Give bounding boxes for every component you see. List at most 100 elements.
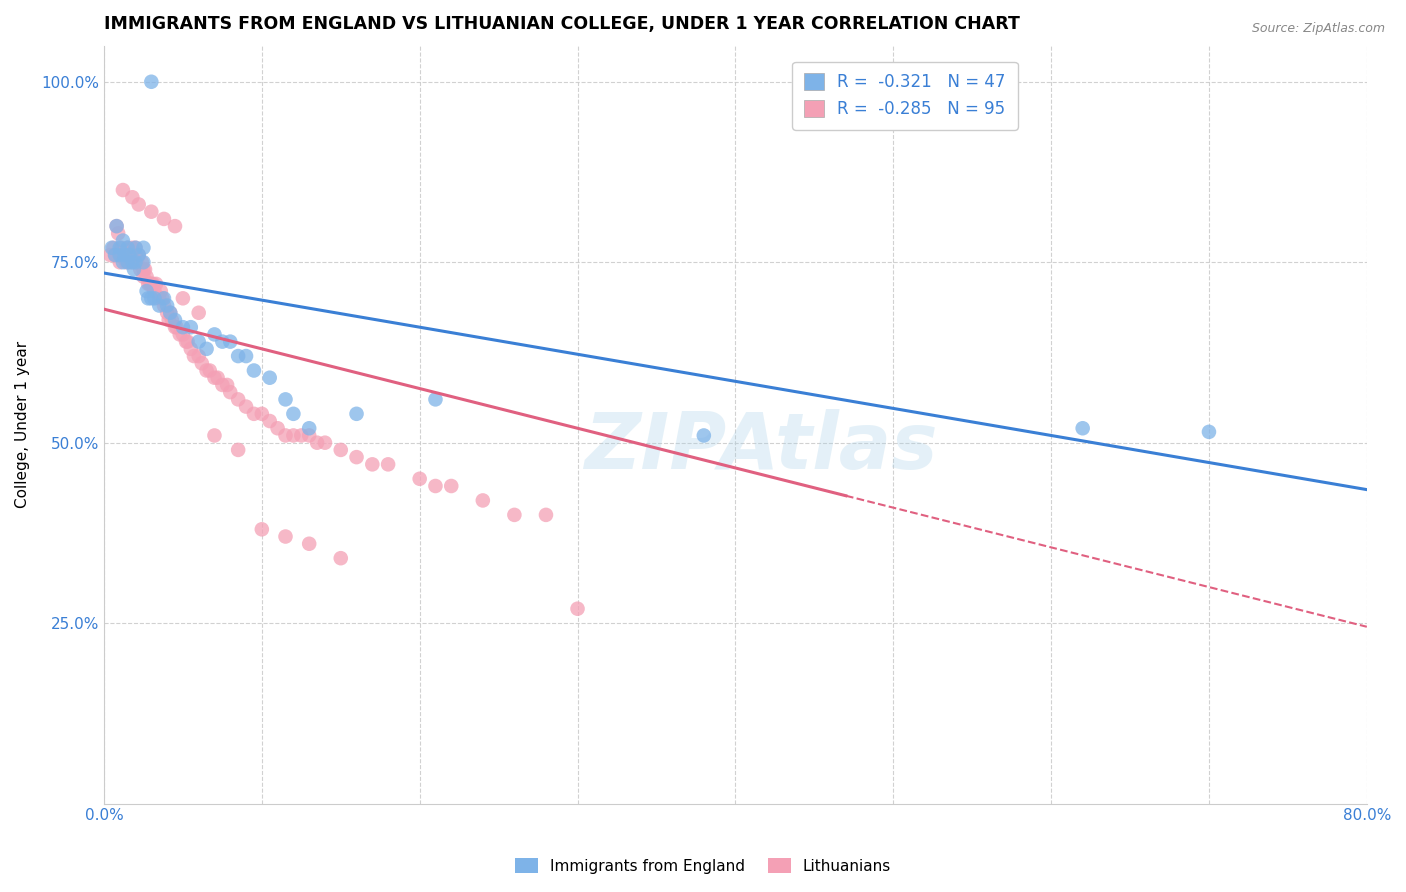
Point xyxy=(124,241,146,255)
Point xyxy=(104,248,127,262)
Point xyxy=(142,277,165,291)
Point xyxy=(121,255,143,269)
Point xyxy=(187,306,209,320)
Point xyxy=(235,349,257,363)
Point xyxy=(180,342,202,356)
Point xyxy=(180,320,202,334)
Point xyxy=(298,421,321,435)
Point xyxy=(307,435,329,450)
Point xyxy=(198,363,221,377)
Point xyxy=(298,428,321,442)
Point xyxy=(235,400,257,414)
Point xyxy=(145,277,167,291)
Point xyxy=(169,327,191,342)
Point xyxy=(266,421,288,435)
Point xyxy=(187,349,209,363)
Point xyxy=(148,291,170,305)
Point xyxy=(118,255,141,269)
Point xyxy=(98,248,121,262)
Point xyxy=(329,442,352,457)
Legend: R =  -0.321   N = 47, R =  -0.285   N = 95: R = -0.321 N = 47, R = -0.285 N = 95 xyxy=(793,62,1018,129)
Point xyxy=(226,349,249,363)
Point xyxy=(111,248,134,262)
Point xyxy=(250,407,273,421)
Text: IMMIGRANTS FROM ENGLAND VS LITHUANIAN COLLEGE, UNDER 1 YEAR CORRELATION CHART: IMMIGRANTS FROM ENGLAND VS LITHUANIAN CO… xyxy=(104,15,1019,33)
Point xyxy=(132,255,155,269)
Point xyxy=(329,551,352,566)
Point xyxy=(283,428,305,442)
Point xyxy=(117,241,139,255)
Point xyxy=(132,241,155,255)
Point xyxy=(243,407,266,421)
Point xyxy=(108,255,131,269)
Point xyxy=(159,306,181,320)
Point xyxy=(128,197,150,211)
Point xyxy=(243,363,266,377)
Point xyxy=(207,370,229,384)
Point xyxy=(148,299,170,313)
Point xyxy=(132,269,155,284)
Point xyxy=(129,262,152,277)
Point xyxy=(163,313,186,327)
Point xyxy=(110,241,132,255)
Point xyxy=(166,320,188,334)
Point xyxy=(163,219,186,234)
Point xyxy=(141,204,163,219)
Point xyxy=(1198,425,1220,439)
Point xyxy=(219,334,242,349)
Point xyxy=(204,327,226,342)
Point xyxy=(361,458,384,472)
Point xyxy=(377,458,399,472)
Point xyxy=(290,428,312,442)
Point xyxy=(346,450,368,464)
Point xyxy=(503,508,526,522)
Point xyxy=(163,320,186,334)
Point xyxy=(120,248,142,262)
Point xyxy=(693,428,716,442)
Point xyxy=(195,342,218,356)
Point xyxy=(346,407,368,421)
Point xyxy=(425,479,447,493)
Point xyxy=(159,306,181,320)
Point xyxy=(132,262,155,277)
Point xyxy=(567,601,589,615)
Point xyxy=(153,299,176,313)
Text: ZIPAtlas: ZIPAtlas xyxy=(583,409,938,485)
Point xyxy=(124,255,146,269)
Point xyxy=(156,299,179,313)
Point xyxy=(250,522,273,536)
Point xyxy=(153,291,176,305)
Point xyxy=(141,291,163,305)
Point xyxy=(425,392,447,407)
Point xyxy=(114,248,136,262)
Point xyxy=(143,291,166,305)
Point xyxy=(111,234,134,248)
Point xyxy=(274,428,297,442)
Point xyxy=(217,378,239,392)
Point xyxy=(153,211,176,226)
Point xyxy=(117,255,139,269)
Point xyxy=(226,392,249,407)
Point xyxy=(101,241,124,255)
Point xyxy=(211,334,233,349)
Point xyxy=(471,493,494,508)
Point xyxy=(135,284,157,298)
Point xyxy=(174,334,197,349)
Point xyxy=(134,262,156,277)
Point xyxy=(176,334,198,349)
Point xyxy=(117,248,139,262)
Point xyxy=(172,327,194,342)
Point xyxy=(111,255,134,269)
Point xyxy=(141,277,163,291)
Point xyxy=(135,269,157,284)
Point xyxy=(139,277,162,291)
Point xyxy=(108,248,131,262)
Point xyxy=(124,241,146,255)
Point xyxy=(274,529,297,543)
Point xyxy=(172,291,194,305)
Point xyxy=(149,284,172,298)
Point xyxy=(131,255,153,269)
Point xyxy=(111,183,134,197)
Point xyxy=(211,378,233,392)
Point xyxy=(121,255,143,269)
